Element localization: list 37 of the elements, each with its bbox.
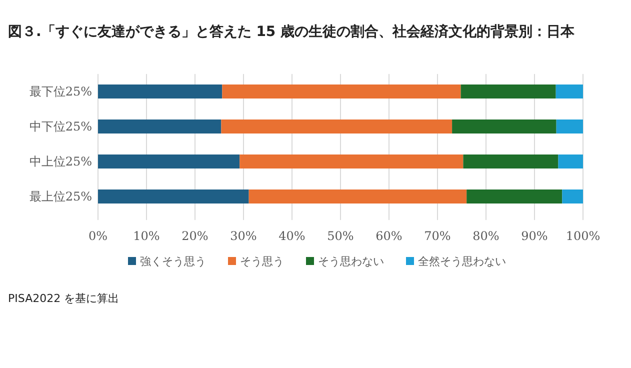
chart-title: 図３.「すぐに友達ができる」と答えた 15 歳の生徒の割合、社会経済文化的背景別：日本 — [8, 23, 576, 40]
x-tick-label: 10% — [133, 229, 160, 243]
y-tick-label: 中上位25% — [29, 154, 92, 168]
bar — [463, 154, 558, 168]
bar — [240, 154, 464, 168]
x-tick-label: 60% — [376, 229, 402, 243]
x-tick-label: 50% — [327, 229, 354, 243]
legend-label: 全然そう思わない — [418, 255, 506, 268]
x-tick-label: 80% — [472, 229, 500, 243]
y-tick-label: 最上位25% — [29, 190, 92, 204]
bar — [466, 190, 562, 204]
x-tick-label: 100% — [566, 229, 600, 243]
legend-label: そう思う — [240, 255, 284, 268]
bar — [452, 120, 556, 134]
text: PISA2022 を基に算出 — [8, 292, 120, 305]
x-tick-label: 90% — [521, 229, 548, 243]
bar — [248, 190, 467, 204]
bar — [556, 120, 583, 134]
legend-label: 強くそう思う — [140, 255, 206, 268]
bar — [98, 154, 240, 168]
bar — [98, 190, 249, 204]
x-tick-label: 30% — [230, 229, 257, 243]
bar — [460, 84, 556, 98]
bar — [558, 154, 583, 168]
y-tick-label: 中下位25% — [29, 120, 92, 134]
bar — [562, 190, 583, 204]
bar — [98, 120, 222, 134]
x-tick-label: 20% — [182, 229, 208, 243]
x-tick-label: 0% — [88, 229, 108, 243]
legend-label: そう思わない — [318, 255, 384, 268]
bar — [221, 120, 452, 134]
bar — [98, 84, 222, 98]
bar — [222, 84, 461, 98]
x-tick-label: 70% — [424, 229, 451, 243]
x-tick-label: 40% — [278, 229, 306, 243]
bar — [556, 84, 583, 98]
y-tick-label: 最下位25% — [29, 84, 92, 98]
